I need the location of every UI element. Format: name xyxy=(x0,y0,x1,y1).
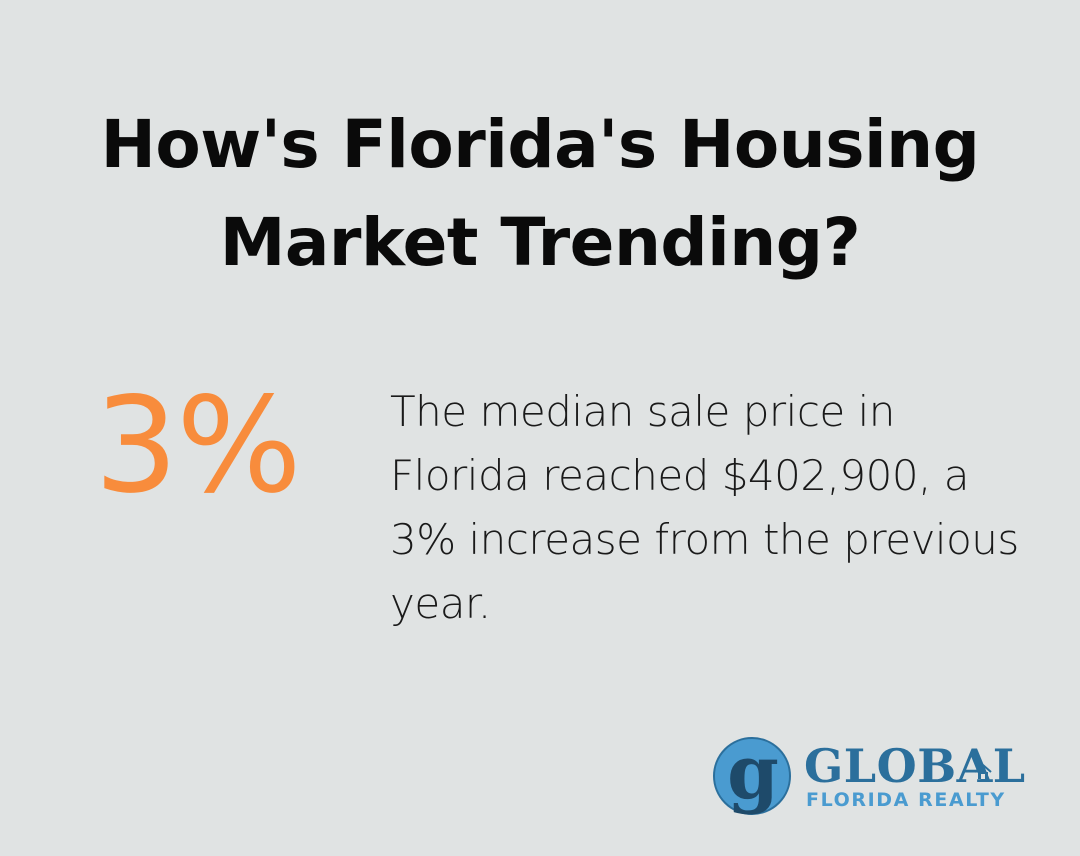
stat-value: 3% xyxy=(94,369,301,523)
brand-logo: g GLOBAL FLORIDA REALTY xyxy=(712,736,1048,816)
logo-tagline: FLORIDA REALTY xyxy=(806,789,1006,811)
house-icon xyxy=(974,764,992,779)
page-title: How's Florida's Housing Market Trending? xyxy=(100,106,980,281)
logo-g-icon: g xyxy=(713,736,791,816)
svg-text:g: g xyxy=(727,736,779,816)
stat-description: The median sale price in Florida reached… xyxy=(390,387,1019,628)
logo-name: GLOBAL xyxy=(804,739,1026,793)
